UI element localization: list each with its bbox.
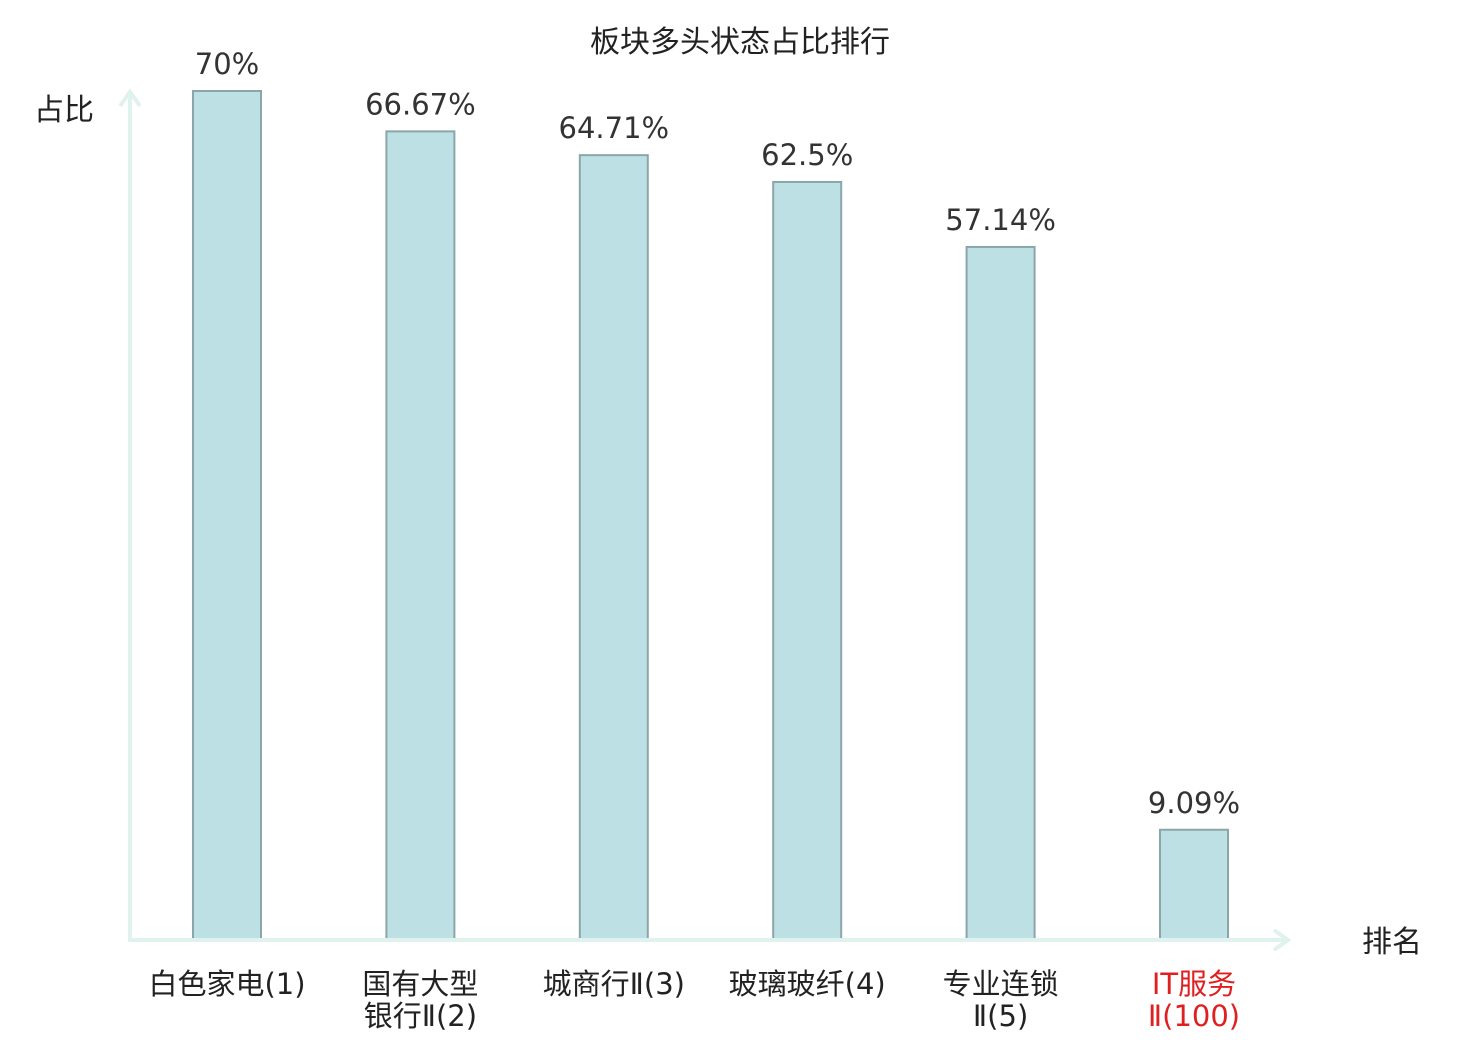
value-label: 70% (195, 47, 259, 81)
value-label: 62.5% (761, 138, 853, 172)
category-label: Ⅱ(5) (973, 999, 1028, 1033)
x-axis-arrow (1272, 928, 1292, 952)
category-label: 国有大型 (362, 967, 478, 1001)
value-label: 66.67% (365, 87, 476, 121)
bar (1159, 828, 1229, 941)
category-label: 白色家电(1) (148, 967, 305, 1001)
bar (385, 130, 456, 942)
chart-title: 板块多头状态占比排行 (590, 25, 890, 60)
bar (192, 90, 262, 941)
category-label: IT服务 (1152, 967, 1236, 1001)
category-label: Ⅱ(100) (1148, 999, 1240, 1033)
value-label: 9.09% (1148, 786, 1240, 820)
y-axis-arrow (118, 88, 142, 108)
bar (578, 154, 649, 941)
bar (965, 245, 1036, 941)
category-label: 银行Ⅱ(2) (364, 999, 477, 1033)
value-label: 64.71% (559, 111, 670, 145)
category-label: 玻璃玻纤(4) (729, 967, 886, 1001)
bars-group (192, 90, 1229, 942)
x-axis-label: 排名 (1362, 925, 1422, 960)
y-axis-label: 占比 (34, 93, 94, 128)
value-labels-group: 70% 66.67% 64.71% 62.5% 57.14% 9.09% (195, 47, 1240, 820)
bar (772, 180, 843, 941)
category-label: 专业连锁 (943, 967, 1059, 1001)
value-label: 57.14% (945, 203, 1056, 237)
category-label: 城商行Ⅱ(3) (543, 967, 685, 1001)
